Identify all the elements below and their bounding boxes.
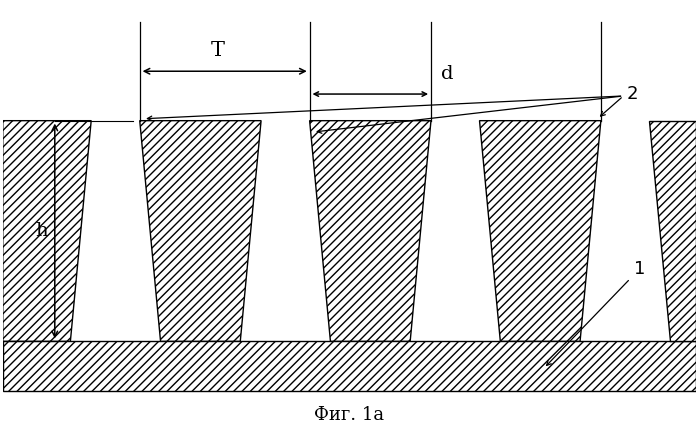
Polygon shape — [649, 121, 696, 341]
Text: 1: 1 — [634, 260, 645, 278]
Text: h: h — [35, 222, 48, 240]
Text: d: d — [441, 65, 454, 83]
Text: T: T — [210, 41, 225, 60]
Polygon shape — [310, 121, 431, 341]
Polygon shape — [480, 121, 601, 341]
Polygon shape — [3, 121, 91, 341]
Polygon shape — [3, 341, 696, 391]
Text: Фиг. 1a: Фиг. 1a — [315, 406, 384, 424]
Polygon shape — [140, 121, 261, 341]
Text: 2: 2 — [627, 85, 638, 103]
